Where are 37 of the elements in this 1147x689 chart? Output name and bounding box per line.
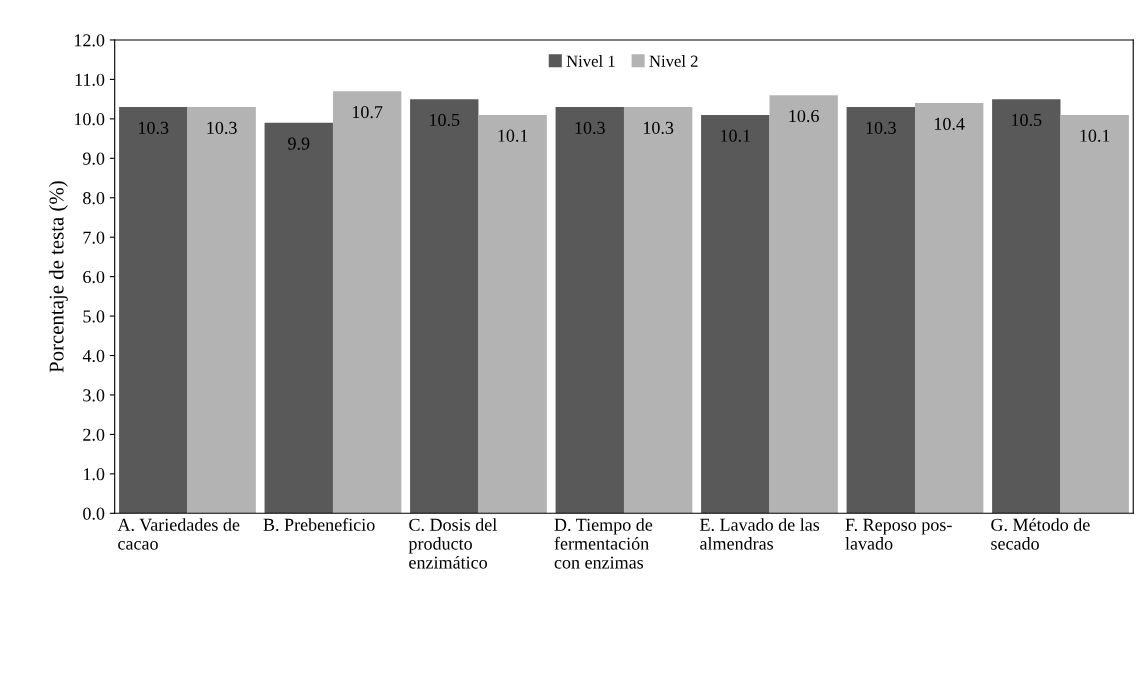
data-label: 10.5 <box>1012 113 1042 127</box>
data-label: 9.9 <box>288 137 310 150</box>
x-tick-label: B. Prebeneficio <box>263 517 375 531</box>
legend-label: Nivel 1 <box>566 55 615 67</box>
data-label: 10.1 <box>498 129 528 142</box>
y-tick-label: 10.0 <box>74 113 105 126</box>
y-tick-label: 4.0 <box>82 349 105 363</box>
x-tick-label: A. Variedades de cacao <box>117 518 240 550</box>
data-label: 10.6 <box>789 109 819 123</box>
data-label: 10.3 <box>643 121 674 134</box>
data-label: 10.1 <box>721 129 750 142</box>
y-tick-label: 3.0 <box>83 389 105 402</box>
x-tick-label: D. Tiempo de fermentación con enzimas <box>554 518 653 569</box>
x-tick-label: E. Lavado de las almendras <box>699 518 820 550</box>
data-label: 10.7 <box>352 105 383 119</box>
data-label: 10.5 <box>430 113 460 127</box>
y-tick-label: 8.0 <box>83 192 105 205</box>
y-tick-label: 12.0 <box>74 34 105 47</box>
y-tick-label: 7.0 <box>83 231 105 244</box>
data-label: 10.3 <box>207 121 237 134</box>
y-tick-label: 1.0 <box>84 468 105 481</box>
legend-label: Nivel 2 <box>649 55 698 67</box>
y-axis-title: Porcentaje de testa (%) <box>48 181 68 373</box>
x-tick-label: G. Método de secado <box>991 518 1090 550</box>
data-label: 10.3 <box>139 121 169 134</box>
y-tick-label: 6.0 <box>83 270 105 284</box>
data-label: 10.4 <box>934 117 965 131</box>
y-tick-label: 2.0 <box>83 428 105 441</box>
y-tick-label: 9.0 <box>82 152 105 165</box>
y-tick-label: 11.0 <box>75 73 105 86</box>
data-label: 10.3 <box>866 121 896 134</box>
x-tick-label: F. Reposo pos- lavado <box>845 518 952 550</box>
data-label: 10.3 <box>575 121 605 134</box>
y-tick-label: 0.0 <box>83 507 105 520</box>
data-label: 10.1 <box>1080 129 1110 142</box>
x-tick-label: C. Dosis del producto enzimático <box>408 518 497 569</box>
y-tick-label: 5.0 <box>83 310 105 323</box>
